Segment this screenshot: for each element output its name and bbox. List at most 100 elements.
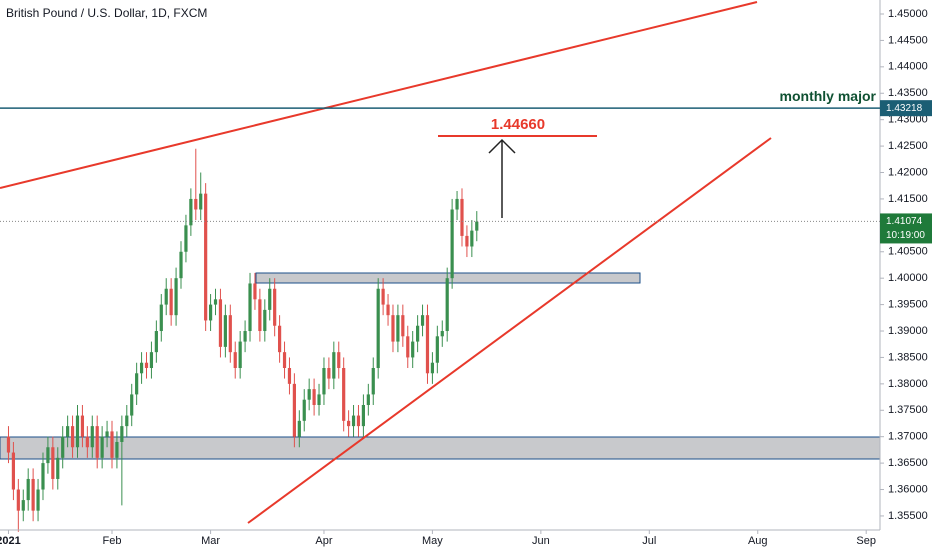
candle-body bbox=[381, 288, 385, 305]
candle-body bbox=[85, 436, 89, 448]
candle-body bbox=[135, 373, 139, 395]
candle-body bbox=[396, 315, 400, 342]
candle-body bbox=[297, 420, 301, 437]
y-tick-label: 1.38000 bbox=[888, 378, 928, 390]
candle-body bbox=[199, 193, 203, 210]
candle-body bbox=[95, 426, 99, 458]
candle-body bbox=[144, 362, 149, 369]
y-tick-label: 1.36500 bbox=[888, 457, 928, 469]
candle-body bbox=[470, 230, 474, 247]
candle-body bbox=[277, 325, 282, 353]
candle-body bbox=[120, 426, 124, 442]
x-tick-label: Apr bbox=[315, 535, 332, 547]
candle-body bbox=[208, 304, 213, 321]
candle-body bbox=[386, 304, 390, 316]
candle-body bbox=[238, 341, 242, 369]
current-price-tag bbox=[880, 213, 932, 244]
y-tick-label: 1.40500 bbox=[888, 246, 928, 258]
candle-body bbox=[174, 278, 178, 316]
y-tick-label: 1.42500 bbox=[888, 140, 928, 152]
y-tick-label: 1.39000 bbox=[888, 325, 928, 337]
y-tick-label: 1.40000 bbox=[888, 272, 928, 284]
trend-line bbox=[247, 137, 772, 524]
candle-body bbox=[366, 394, 370, 405]
trend-line bbox=[0, 1, 758, 189]
candle-body bbox=[154, 331, 158, 353]
candle-body bbox=[228, 315, 232, 353]
y-tick-label: 1.38500 bbox=[888, 351, 928, 363]
candle-body bbox=[312, 389, 316, 405]
candle-body bbox=[337, 352, 341, 369]
candle-body bbox=[450, 209, 454, 279]
candle-body bbox=[371, 368, 375, 395]
candle-body bbox=[213, 299, 218, 305]
candle-body bbox=[6, 436, 11, 453]
current-price-label: 1.41074 bbox=[886, 216, 923, 227]
y-tick-label: 1.45000 bbox=[888, 8, 928, 20]
level-tag bbox=[880, 100, 932, 117]
candle-body bbox=[189, 198, 193, 226]
candle-body bbox=[440, 331, 444, 337]
candle-body bbox=[164, 288, 168, 305]
candle-body bbox=[223, 315, 227, 347]
candle-body bbox=[430, 362, 435, 374]
candle-body bbox=[90, 426, 94, 448]
x-tick-label: Jun bbox=[532, 535, 550, 547]
y-tick-label: 1.36000 bbox=[888, 483, 928, 495]
candle-body bbox=[435, 336, 439, 363]
candle-body bbox=[100, 436, 104, 458]
candle-body bbox=[149, 352, 154, 369]
candle-body bbox=[218, 299, 223, 347]
y-tick-label: 1.44500 bbox=[888, 34, 928, 46]
candle-body bbox=[361, 404, 365, 427]
y-tick-label: 1.43000 bbox=[888, 114, 928, 126]
candle-body bbox=[455, 198, 459, 210]
x-tick-label: May bbox=[422, 535, 443, 547]
candle-body bbox=[243, 331, 247, 342]
candle-body bbox=[204, 193, 208, 321]
y-tick-label: 1.43500 bbox=[888, 87, 928, 99]
candle-body bbox=[322, 368, 326, 395]
candle-body bbox=[460, 198, 464, 236]
x-tick-label: Aug bbox=[748, 535, 768, 547]
candle-body bbox=[75, 415, 80, 448]
candle-body bbox=[287, 368, 292, 384]
candle-body bbox=[342, 368, 346, 421]
candle-body bbox=[356, 415, 361, 427]
arrow-head bbox=[488, 138, 516, 154]
candle-body bbox=[46, 447, 50, 464]
candle-body bbox=[401, 315, 405, 337]
candle-body bbox=[376, 288, 380, 369]
candle-body bbox=[292, 383, 296, 437]
candle-body bbox=[31, 478, 35, 511]
candle-body bbox=[110, 431, 114, 458]
candle-body bbox=[130, 394, 134, 416]
candle-body bbox=[66, 426, 70, 437]
candle-body bbox=[70, 426, 75, 448]
candle-body bbox=[307, 389, 311, 400]
candle-body bbox=[61, 436, 65, 458]
candle-body bbox=[282, 352, 287, 369]
candle-body bbox=[184, 225, 188, 252]
y-tick-label: 1.41500 bbox=[888, 193, 928, 205]
chart-title: British Pound / U.S. Dollar, 1D, FXCM bbox=[6, 6, 207, 20]
level-name: monthly major bbox=[780, 88, 877, 104]
candle-body bbox=[16, 489, 20, 511]
candle-body bbox=[302, 399, 306, 421]
candle-body bbox=[351, 415, 356, 427]
x-tick-label: Sep bbox=[856, 535, 876, 547]
candle-body bbox=[233, 352, 237, 369]
candle-body bbox=[159, 304, 163, 332]
x-tick-label: 2021 bbox=[0, 535, 21, 547]
candle-body bbox=[125, 415, 129, 427]
candle-body bbox=[420, 315, 425, 326]
y-tick-label: 1.35500 bbox=[888, 510, 928, 522]
countdown-label: 10:19:00 bbox=[886, 230, 925, 241]
x-tick-label: Jul bbox=[642, 535, 656, 547]
candle-body bbox=[56, 457, 60, 479]
candle-body bbox=[258, 299, 262, 332]
candle-body bbox=[21, 500, 25, 511]
x-tick-label: Mar bbox=[201, 535, 220, 547]
candle-body bbox=[268, 288, 272, 310]
candle-body bbox=[139, 362, 144, 374]
